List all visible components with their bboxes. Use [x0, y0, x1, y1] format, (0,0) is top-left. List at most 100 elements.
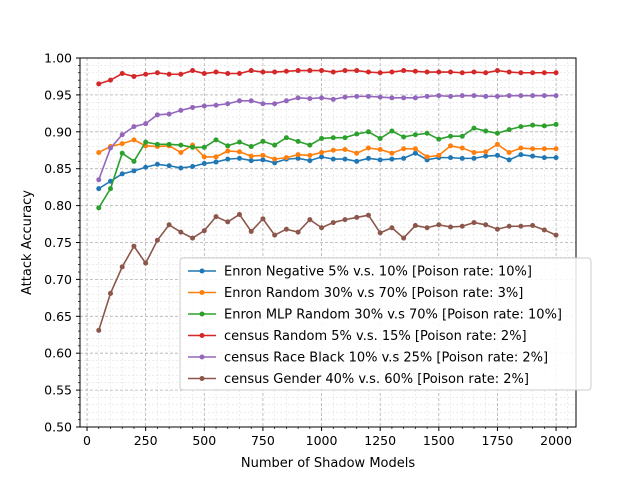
data-point — [530, 153, 536, 159]
data-point — [272, 69, 278, 75]
data-point — [272, 232, 278, 238]
data-point — [319, 95, 325, 101]
data-point — [518, 124, 524, 130]
data-point — [295, 68, 301, 74]
data-point — [506, 69, 512, 75]
x-axis-ticks: 0 250 500 750 1000 1250 1500 1750 2000 — [83, 427, 572, 448]
y-tick-label: 0.70 — [44, 272, 72, 287]
data-point — [401, 134, 407, 140]
data-point — [342, 94, 348, 100]
data-point — [225, 70, 231, 76]
data-point — [213, 154, 219, 160]
data-point — [330, 135, 336, 141]
data-point — [319, 135, 325, 141]
data-point — [530, 70, 536, 76]
series-3 — [96, 121, 559, 211]
data-point — [448, 155, 454, 161]
data-point — [178, 149, 184, 155]
y-tick-label: 0.95 — [44, 87, 72, 102]
data-point — [143, 139, 149, 145]
legend-swatch-marker — [199, 290, 205, 295]
series-layer — [96, 68, 559, 333]
y-tick-label: 1.00 — [44, 51, 72, 66]
data-point — [201, 70, 207, 76]
data-point — [483, 70, 489, 76]
data-point — [483, 93, 489, 99]
data-point — [190, 235, 196, 241]
data-point — [553, 155, 559, 161]
x-tick-label: 250 — [134, 433, 158, 448]
data-point — [518, 145, 524, 151]
data-point — [295, 155, 301, 161]
data-point — [459, 145, 465, 151]
data-point — [494, 93, 500, 99]
data-point — [342, 156, 348, 162]
data-point — [541, 227, 547, 233]
data-point — [424, 130, 430, 136]
data-point — [260, 101, 266, 107]
data-point — [154, 112, 160, 118]
data-point — [448, 143, 454, 149]
y-axis-ticks: 0.50 0.55 0.60 0.65 0.70 0.75 0.80 0.85 0.90 0.95… — [44, 51, 80, 435]
data-point — [389, 95, 395, 101]
data-point — [471, 220, 477, 226]
data-point — [283, 68, 289, 74]
data-point — [143, 164, 149, 170]
data-point — [225, 143, 231, 149]
data-point — [553, 146, 559, 152]
data-point — [248, 153, 254, 159]
data-point — [107, 145, 113, 151]
data-point — [154, 141, 160, 147]
data-point — [119, 141, 125, 147]
data-point — [330, 69, 336, 75]
data-point — [295, 138, 301, 144]
data-point — [295, 95, 301, 101]
data-point — [248, 158, 254, 164]
data-point — [96, 186, 102, 192]
data-point — [213, 159, 219, 165]
data-point — [342, 147, 348, 153]
data-point — [459, 70, 465, 76]
data-point — [131, 124, 137, 130]
data-point — [96, 177, 102, 183]
x-tick-label: 500 — [192, 433, 216, 448]
data-point — [225, 148, 231, 154]
series-line — [98, 152, 557, 190]
legend-item: Enron Negative 5% v.s. 10% [Poison rate:… — [188, 265, 532, 280]
data-point — [354, 93, 360, 99]
data-point — [178, 142, 184, 148]
data-point — [506, 127, 512, 133]
data-point — [342, 217, 348, 223]
y-tick-label: 0.60 — [44, 346, 72, 361]
data-point — [107, 186, 113, 192]
data-point — [448, 69, 454, 75]
data-point — [236, 155, 242, 161]
data-point — [342, 135, 348, 141]
data-point — [260, 152, 266, 158]
data-point — [330, 156, 336, 162]
data-point — [190, 144, 196, 150]
series-line — [97, 213, 557, 331]
data-point — [260, 216, 266, 222]
data-point — [190, 163, 196, 169]
legend-label: Enron Negative 5% v.s. 10% [Poison rate:… — [224, 265, 532, 280]
data-point — [307, 152, 313, 158]
data-point — [377, 230, 383, 236]
data-point — [154, 70, 160, 76]
data-point — [96, 327, 102, 333]
data-point — [354, 158, 360, 164]
data-point — [307, 217, 313, 223]
data-point — [459, 93, 465, 99]
data-point — [412, 68, 418, 74]
data-point — [354, 150, 360, 156]
x-axis-label: Number of Shadow Models — [241, 456, 415, 471]
data-point — [471, 125, 477, 131]
data-point — [471, 155, 477, 161]
data-point — [236, 98, 242, 104]
data-point — [518, 93, 524, 99]
y-tick-label: 0.55 — [44, 383, 72, 398]
y-tick-label: 0.85 — [44, 161, 72, 176]
data-point — [131, 243, 137, 249]
data-point — [166, 163, 172, 169]
